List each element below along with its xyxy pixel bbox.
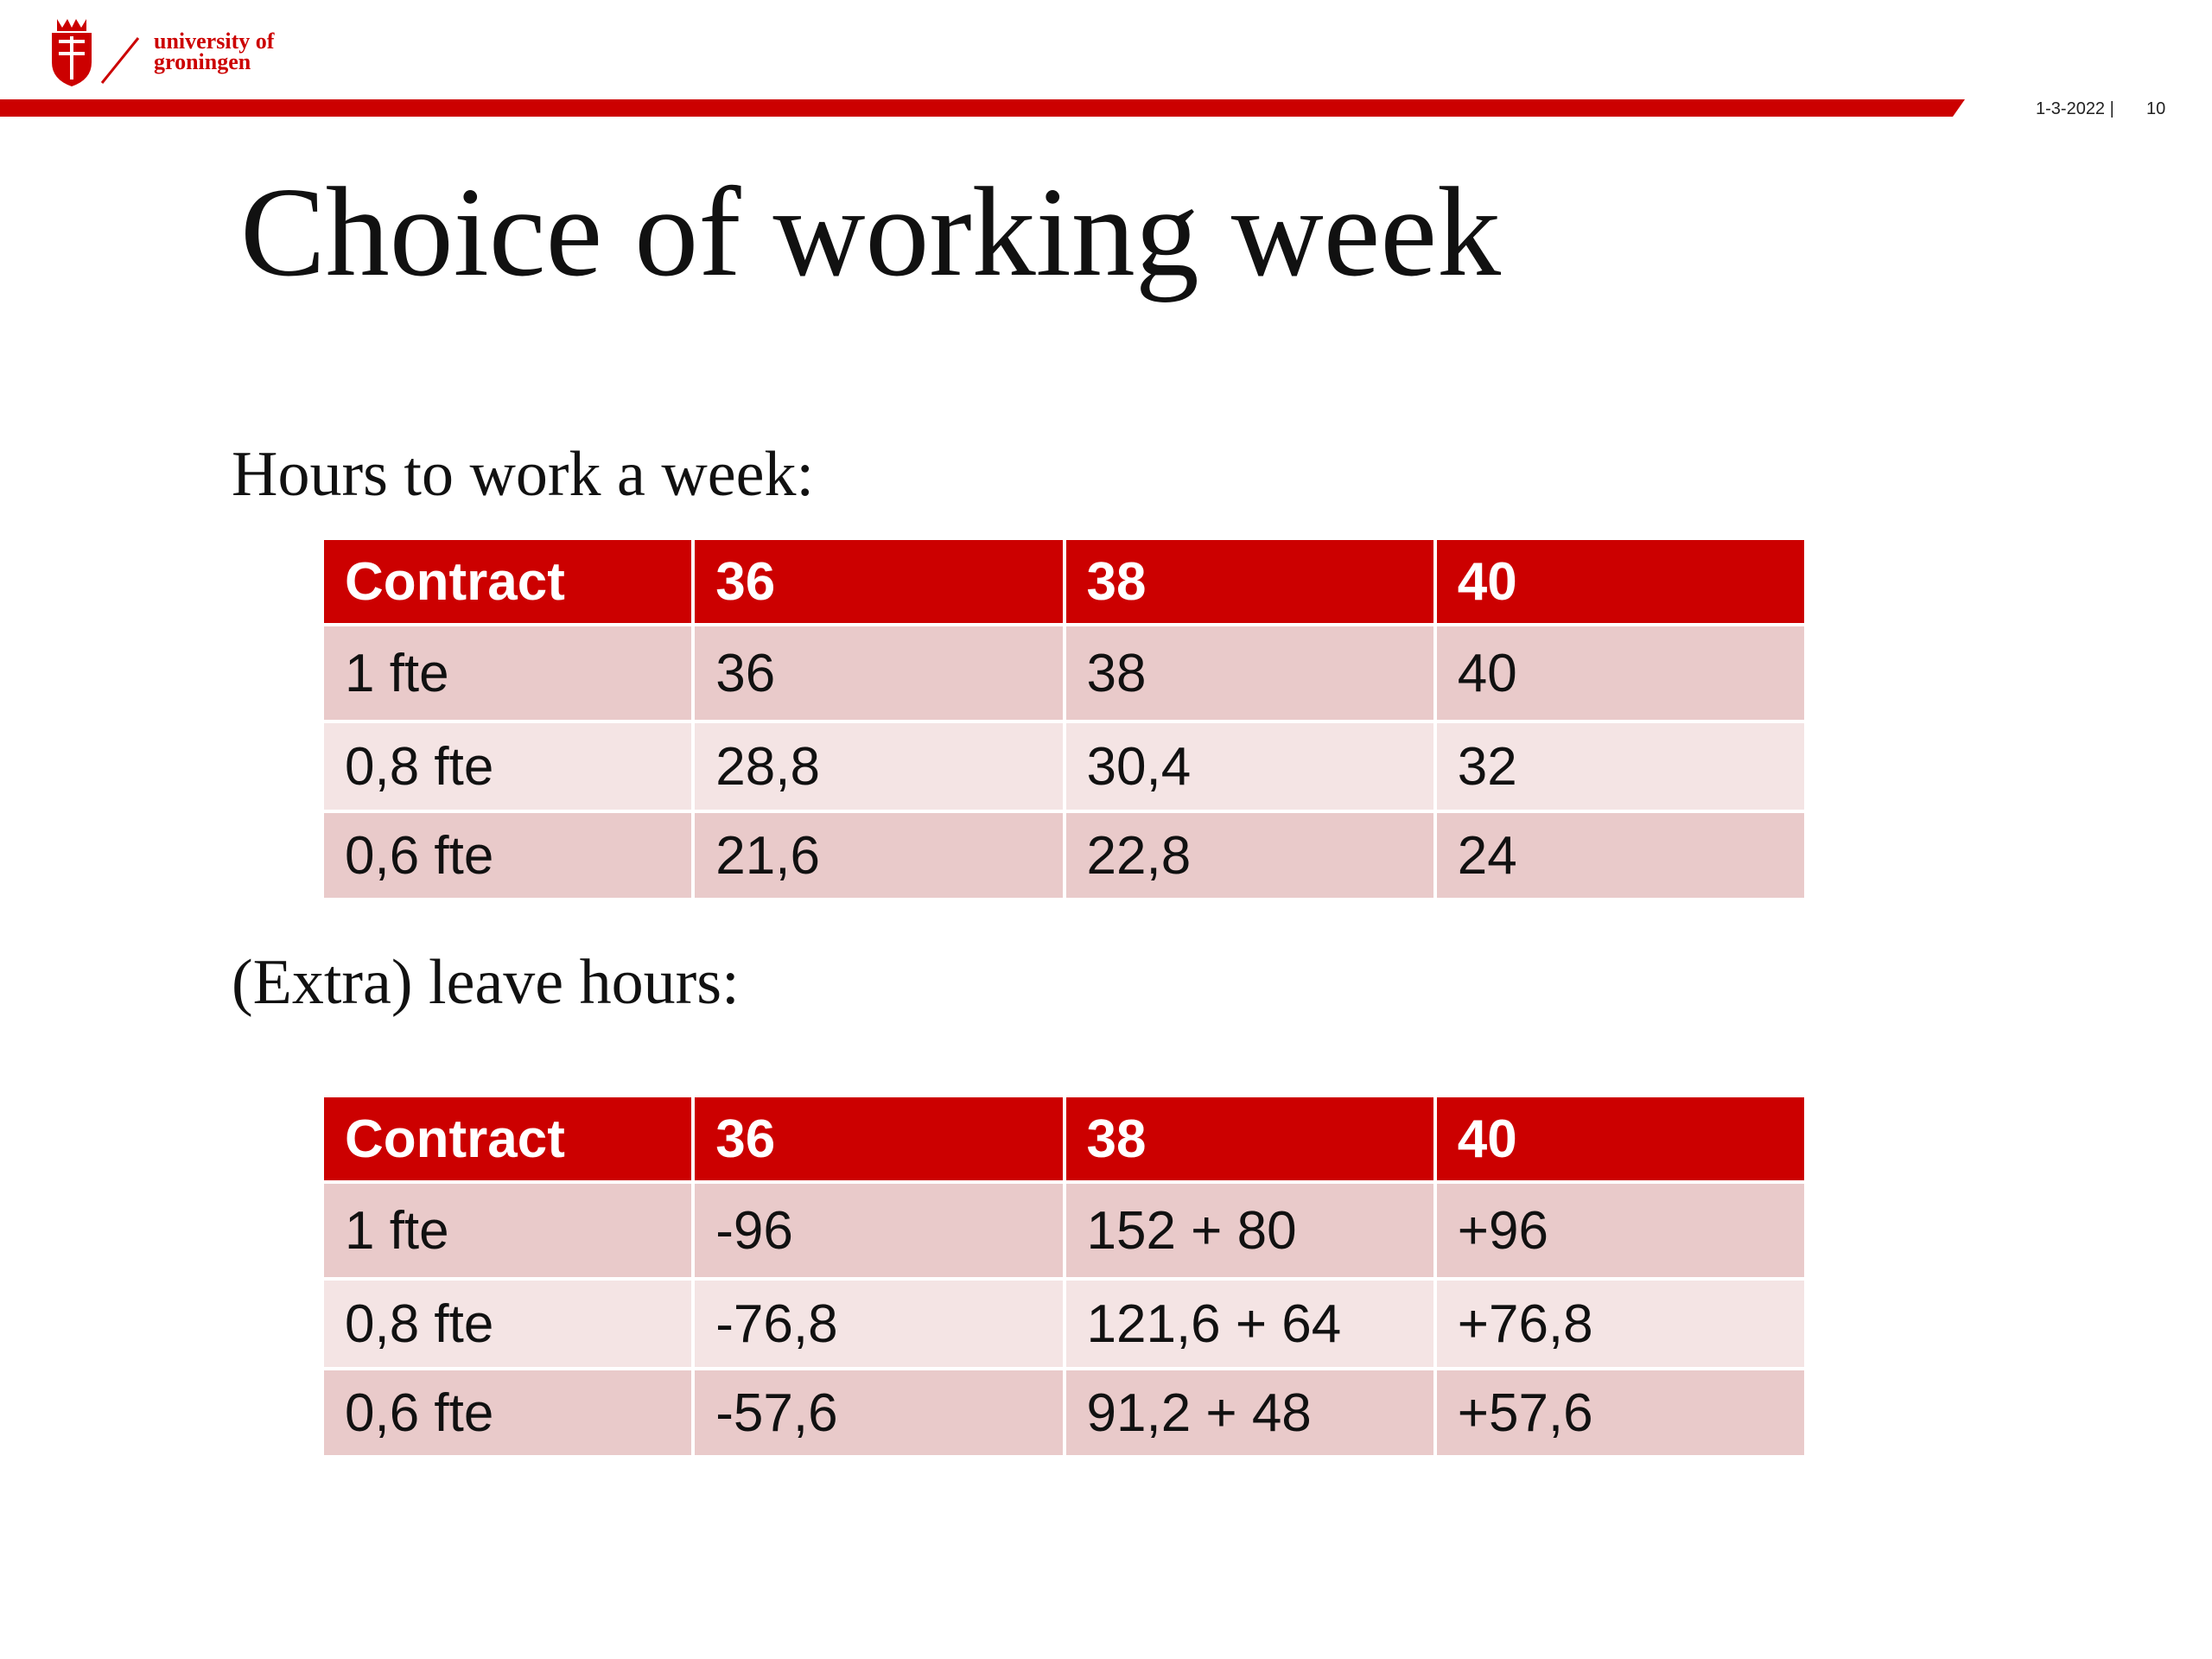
- header-row: Contract 36 38 40: [324, 540, 1804, 623]
- cell: 36: [695, 626, 1063, 720]
- header-graphics: university of groningen 1-3-2022 | 10: [0, 19, 2165, 118]
- cell: -76,8: [695, 1281, 1063, 1367]
- cell: 0,6 fte: [324, 813, 692, 898]
- section-heading: Hours to work a week:: [232, 439, 815, 510]
- cell: 1 fte: [324, 626, 692, 720]
- table: Contract 36 38 40 1 fte 36 38 40 0,8 fte 28,8 30,4…: [321, 537, 1808, 901]
- row: 0,6 fte 21,6 22,8 24: [324, 813, 1804, 898]
- cell: -57,6: [695, 1370, 1063, 1455]
- cell: +76,8: [1436, 1281, 1804, 1367]
- header-cell: 36: [695, 540, 1063, 623]
- header-cell: 38: [1065, 1097, 1433, 1180]
- cell: 24: [1436, 813, 1804, 898]
- cell: 0,8 fte: [324, 723, 692, 810]
- cell: 22,8: [1065, 813, 1433, 898]
- cell: 30,4: [1065, 723, 1433, 810]
- header-cell: 40: [1436, 540, 1804, 623]
- row: 1 fte 36 38 40: [324, 626, 1804, 720]
- title: Choice of working week: [240, 162, 1502, 303]
- header-cell: 40: [1436, 1097, 1804, 1180]
- header-cell: Contract: [324, 1097, 692, 1180]
- cell: +57,6: [1436, 1370, 1804, 1455]
- row: 1 fte -96 152 + 80 +96: [324, 1184, 1804, 1277]
- cell: 28,8: [695, 723, 1063, 810]
- section-heading: (Extra) leave hours:: [232, 947, 740, 1018]
- cell: 40: [1436, 626, 1804, 720]
- header-bar: [0, 99, 1965, 117]
- date: 1-3-2022 |: [2036, 99, 2114, 118]
- cell: +96: [1436, 1184, 1804, 1277]
- header-cell: 38: [1065, 540, 1433, 623]
- cell: 32: [1436, 723, 1804, 810]
- cell: 0,6 fte: [324, 1370, 692, 1455]
- header-row: Contract 36 38 40: [324, 1097, 1804, 1180]
- row: 0,8 fte -76,8 121,6 + 64 +76,8: [324, 1281, 1804, 1367]
- cell: 38: [1065, 626, 1433, 720]
- cell: 21,6: [695, 813, 1063, 898]
- cell: 0,8 fte: [324, 1281, 692, 1367]
- logo-slash: [100, 37, 140, 84]
- page-number: 10: [2146, 99, 2165, 118]
- cell: 91,2 + 48: [1065, 1370, 1433, 1455]
- header-cell: 36: [695, 1097, 1063, 1180]
- row: 0,6 fte -57,6 91,2 + 48 +57,6: [324, 1370, 1804, 1455]
- cell: -96: [695, 1184, 1063, 1277]
- table: Contract 36 38 40 1 fte -96 152 + 80 +96 0,8 fte…: [321, 1094, 1808, 1459]
- logo-text: groningen: [154, 49, 251, 74]
- logo-crest: [52, 19, 92, 86]
- cell: 152 + 80: [1065, 1184, 1433, 1277]
- cell: 1 fte: [324, 1184, 692, 1277]
- row: 0,8 fte 28,8 30,4 32: [324, 723, 1804, 810]
- cell: 121,6 + 64: [1065, 1281, 1433, 1367]
- logo-text: university of: [154, 29, 275, 54]
- header-cell: Contract: [324, 540, 692, 623]
